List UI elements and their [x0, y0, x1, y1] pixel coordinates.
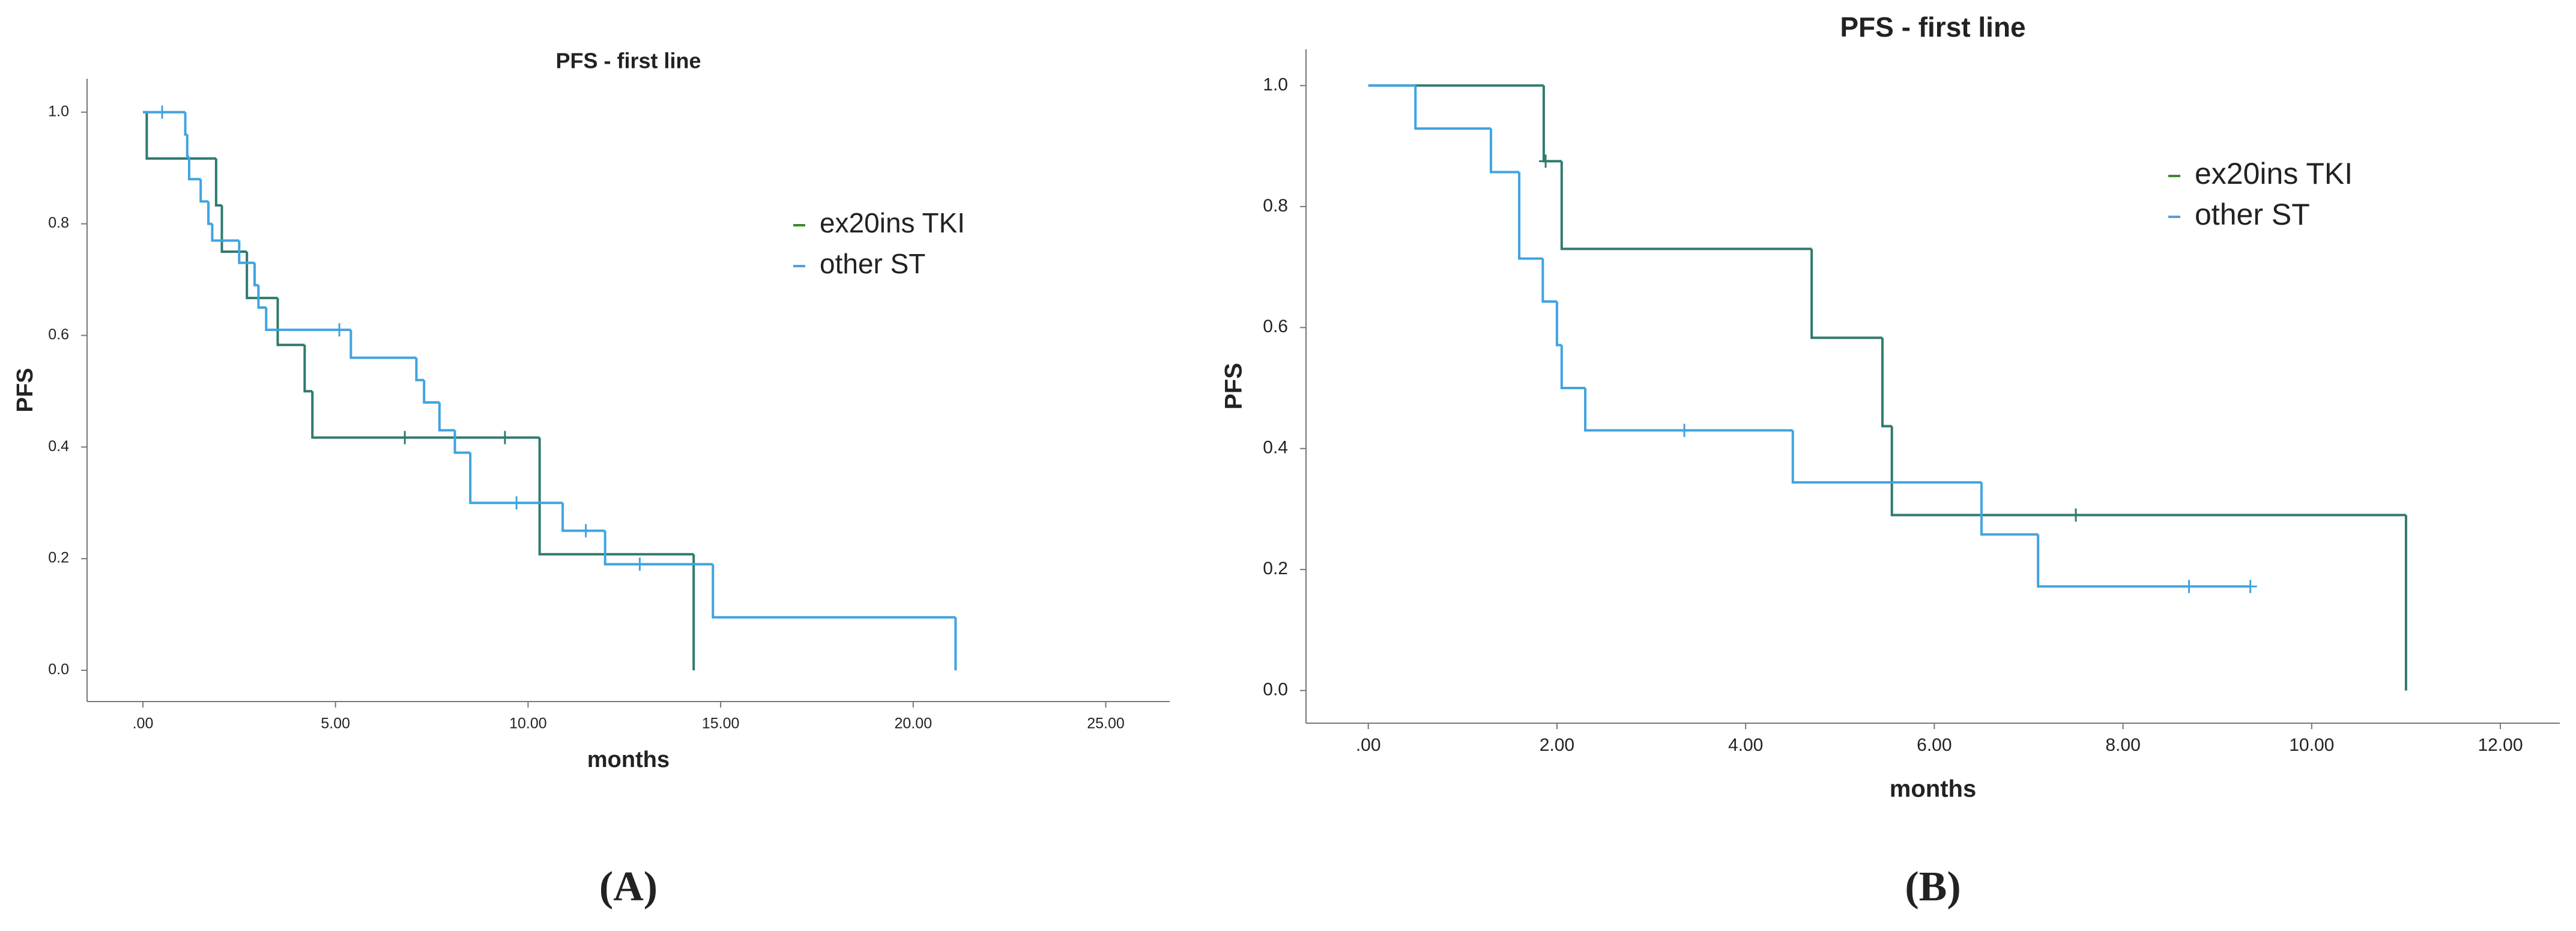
survival-step: [1810, 249, 1882, 339]
survival-step: [257, 285, 267, 309]
censor-mark: [498, 431, 512, 444]
censor-mark: [633, 557, 647, 571]
survival-step: [207, 201, 213, 225]
survival-step: [1791, 430, 1982, 484]
survival-step: [1560, 161, 1812, 250]
x-tick-label: 25.00: [1087, 715, 1125, 732]
x-tick-label: 2.00: [1540, 735, 1574, 755]
survival-step: [1980, 482, 2039, 536]
survival-step: [1584, 388, 1793, 432]
censor-mark: [1539, 154, 1553, 168]
y-tick-label: 0.2: [48, 550, 69, 566]
censor-mark: [510, 496, 524, 510]
y-tick-label: 0.4: [48, 438, 69, 455]
legend-label: other ST: [2195, 198, 2310, 231]
survival-step: [214, 158, 222, 207]
y-tick-label: 0.0: [48, 661, 69, 678]
x-tick-label: 20.00: [895, 715, 933, 732]
y-tick-label: 0.4: [1263, 438, 1288, 458]
chart-title: PFS - first line: [1840, 11, 2025, 43]
x-tick-label: 4.00: [1728, 735, 1763, 755]
survival-step: [184, 112, 187, 136]
censor-mark: [2182, 580, 2196, 593]
y-axis-label: PFS: [1221, 363, 1247, 410]
x-tick-label: 5.00: [321, 715, 350, 732]
censor-mark: [579, 524, 593, 538]
y-tick-label: 0.6: [48, 326, 69, 343]
chart-title: PFS - first line: [555, 49, 701, 73]
x-tick-label: .00: [1356, 735, 1381, 755]
survival-step: [438, 402, 455, 432]
survival-step: [1881, 338, 1892, 428]
survival-step: [246, 252, 278, 300]
x-axis-label: months: [1890, 776, 1976, 802]
survival-step: [311, 391, 540, 439]
censor-mark: [2069, 508, 2083, 522]
x-tick-label: .00: [133, 715, 154, 732]
x-tick-label: 15.00: [702, 715, 740, 732]
panel-label: (B): [1905, 864, 1961, 910]
survival-step: [265, 307, 351, 332]
survival-step: [712, 564, 956, 619]
survival-step: [415, 357, 425, 381]
survival-step: [469, 452, 563, 505]
x-tick-label: 12.00: [2478, 735, 2523, 755]
survival-step: [1489, 128, 1520, 174]
censor-mark: [156, 105, 169, 119]
survival-step: [276, 298, 305, 347]
survival-step: [603, 530, 713, 566]
legend-label: ex20ins TKI: [820, 207, 965, 238]
y-tick-label: 0.2: [1263, 559, 1288, 578]
y-tick-label: 1.0: [48, 103, 69, 120]
survival-step: [1555, 301, 1562, 347]
survival-step: [145, 112, 216, 160]
survival-step: [220, 205, 247, 253]
survival-step: [199, 179, 209, 203]
y-tick-label: 0.8: [48, 214, 69, 231]
censor-mark: [398, 431, 412, 444]
x-tick-label: 10.00: [2289, 735, 2334, 755]
survival-step: [1518, 172, 1543, 260]
survival-step: [1560, 345, 1586, 390]
legend-label: other ST: [820, 248, 925, 279]
survival-step: [349, 330, 417, 359]
survival-step: [561, 503, 605, 532]
y-axis-label: PFS: [13, 368, 38, 413]
survival-step: [186, 134, 189, 159]
survival-step: [1890, 426, 2406, 517]
censor-mark: [1678, 423, 1692, 437]
y-tick-label: 0.8: [1263, 196, 1288, 216]
censor-mark: [2243, 580, 2257, 593]
survival-step: [187, 157, 201, 181]
censor-mark: [333, 323, 346, 337]
survival-step: [1541, 258, 1557, 303]
survival-step: [2037, 534, 2251, 588]
survival-step: [303, 345, 313, 393]
legend-label: ex20ins TKI: [2195, 157, 2353, 190]
x-axis-label: months: [587, 747, 670, 772]
x-tick-label: 8.00: [2105, 735, 2140, 755]
survival-step: [423, 380, 440, 404]
survival-step: [453, 430, 471, 454]
survival-step: [538, 437, 694, 556]
survival-step: [253, 262, 259, 287]
survival-step: [1414, 85, 1491, 130]
y-tick-label: 0.0: [1263, 680, 1288, 700]
y-tick-label: 0.6: [1263, 317, 1288, 336]
panel-label: (A): [599, 864, 658, 910]
x-tick-label: 10.00: [509, 715, 547, 732]
survival-step: [1542, 85, 1562, 163]
survival-step: [211, 223, 240, 242]
x-tick-label: 6.00: [1917, 735, 1952, 755]
y-tick-label: 1.0: [1263, 74, 1288, 94]
survival-step: [238, 240, 255, 264]
